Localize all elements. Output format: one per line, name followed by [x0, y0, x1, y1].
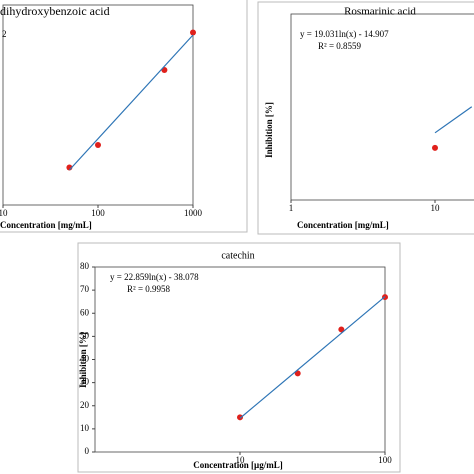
chart-frame: [77, 242, 401, 473]
x-tick-label: 10: [0, 208, 8, 218]
equation: y = 22.859ln(x) - 38.078: [110, 272, 199, 282]
y-tick-label: 10: [80, 423, 90, 433]
chart: Rosmarinic acid y = 19.031ln(x) - 14.907 R…: [257, 1, 474, 235]
equation: R² = 0.9958: [127, 284, 171, 294]
y-tick-label: 40: [80, 354, 90, 364]
x-tick-label: 1000: [184, 208, 203, 218]
x-axis-label: Concentration [mg/mL]: [297, 220, 389, 230]
plot-area: [94, 266, 386, 453]
chart-title: dihydroxybenzoic acid: [0, 4, 110, 18]
x-tick-label: 100: [91, 208, 105, 218]
trendline: [239, 296, 386, 419]
chart-title: catechin: [221, 250, 254, 261]
equation: 2: [2, 29, 7, 39]
y-tick-label: 0: [85, 446, 90, 456]
chart: dihydroxybenzoic acid 2 Concentration [mg/…: [0, 0, 248, 233]
chart-frame: [257, 1, 474, 235]
y-tick-label: 60: [80, 307, 90, 317]
y-tick-label: 80: [80, 261, 90, 271]
y-tick-label: 20: [80, 400, 90, 410]
y-tick-label: 50: [80, 330, 90, 340]
y-axis-label: Inhibition [%]: [264, 102, 274, 158]
x-axis-label: Concentration [µg/mL]: [193, 460, 282, 470]
y-tick-label: 70: [80, 284, 90, 294]
chart-frame: [0, 0, 248, 233]
y-axis-label: Inhibition [%]: [78, 332, 88, 388]
equation: y = 19.031ln(x) - 14.907: [300, 29, 389, 39]
data-point: [237, 414, 243, 421]
x-tick-label: 10: [236, 455, 246, 465]
data-point: [338, 326, 345, 333]
x-tick-label: 1: [289, 203, 294, 213]
y-tick-label: 30: [80, 377, 90, 387]
data-point: [190, 29, 196, 36]
data-point: [294, 370, 301, 377]
equation: R² = 0.8559: [318, 41, 362, 51]
chart-title: Rosmarinic acid: [344, 6, 416, 18]
data-point: [432, 144, 438, 151]
data-point: [95, 142, 101, 148]
x-axis-label: Concentration [mg/mL]: [0, 220, 92, 230]
plot-area: [2, 4, 194, 206]
chart: catechin y = 22.859ln(x) - 38.078 R² = 0.9…: [77, 242, 401, 473]
trendline: [68, 34, 194, 171]
x-tick-label: 100: [378, 455, 392, 465]
trendline: [434, 106, 473, 134]
x-tick-label: 10: [431, 203, 441, 213]
